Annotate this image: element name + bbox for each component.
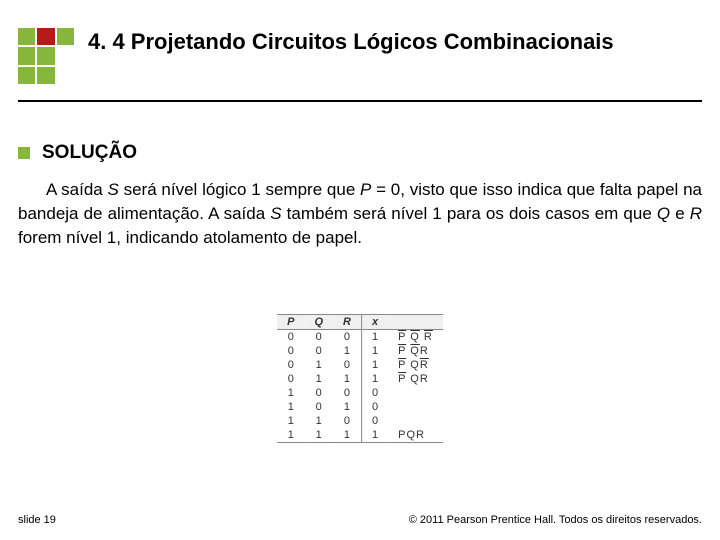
table-expression: P QR <box>388 372 443 386</box>
table-cell: 1 <box>304 414 333 428</box>
table-header: P <box>277 315 304 330</box>
table-cell: 1 <box>277 386 304 400</box>
table-expression <box>388 414 443 428</box>
table-cell: 0 <box>361 386 388 400</box>
table-row: 0011P QR <box>277 344 443 358</box>
horizontal-rule <box>18 100 702 102</box>
table-row: 1010 <box>277 400 443 414</box>
logo-cell <box>57 67 74 84</box>
section-heading-row: SOLUÇÃO <box>18 142 702 164</box>
table-header: R <box>333 315 361 330</box>
logo-grid <box>18 28 74 84</box>
table-cell: 1 <box>361 330 388 345</box>
var-S: S <box>108 180 119 199</box>
truth-table: PQRx 0001P Q R0011P QR0101P QR0111P QR10… <box>277 314 443 443</box>
table-cell: 1 <box>333 400 361 414</box>
slide-number: slide 19 <box>18 514 56 526</box>
table-cell: 0 <box>333 330 361 345</box>
bullet-icon <box>18 147 30 159</box>
table-expression <box>388 400 443 414</box>
var-S: S <box>270 204 281 223</box>
table-header: Q <box>304 315 333 330</box>
logo-cell <box>37 67 54 84</box>
table-cell: 0 <box>304 344 333 358</box>
table-cell: 1 <box>333 428 361 443</box>
page-title: 4. 4 Projetando Circuitos Lógicos Combin… <box>88 28 700 56</box>
logo-cell <box>37 47 54 64</box>
table-row: 1100 <box>277 414 443 428</box>
logo-cell <box>18 28 35 45</box>
table-row: 1111PQR <box>277 428 443 443</box>
table-cell: 0 <box>304 386 333 400</box>
text-run: e <box>670 204 690 223</box>
table-header: x <box>361 315 388 330</box>
table-cell: 0 <box>361 414 388 428</box>
logo-cell <box>37 28 54 45</box>
title-block: 4. 4 Projetando Circuitos Lógicos Combin… <box>88 28 700 56</box>
table-row: 0111P QR <box>277 372 443 386</box>
table-expression: P QR <box>388 358 443 372</box>
table-cell: 1 <box>277 400 304 414</box>
var-Q: Q <box>657 204 670 223</box>
copyright: © 2011 Pearson Prentice Hall. Todos os d… <box>409 514 702 526</box>
text-run: também será nível 1 para os dois casos e… <box>282 204 657 223</box>
table-cell: 1 <box>361 358 388 372</box>
table-cell: 0 <box>277 344 304 358</box>
table-cell: 1 <box>277 428 304 443</box>
table-cell: 1 <box>361 372 388 386</box>
table-cell: 0 <box>277 330 304 345</box>
table-expression: P QR <box>388 344 443 358</box>
body-paragraph: A saída S será nível lógico 1 sempre que… <box>18 178 702 249</box>
table-cell: 0 <box>304 400 333 414</box>
table-cell: 1 <box>304 372 333 386</box>
logo-cell <box>18 47 35 64</box>
table-cell: 0 <box>277 372 304 386</box>
section-heading: SOLUÇÃO <box>42 142 137 164</box>
var-P: P <box>360 180 371 199</box>
table-cell: 1 <box>361 344 388 358</box>
text-run: forem nível 1, indicando atolamento de p… <box>18 228 362 247</box>
table-row: 1000 <box>277 386 443 400</box>
table-expression: PQR <box>388 428 443 443</box>
table-cell: 0 <box>277 358 304 372</box>
table-cell: 1 <box>333 372 361 386</box>
var-R: R <box>690 204 702 223</box>
table-cell: 0 <box>333 414 361 428</box>
text-run: será nível lógico 1 sempre que <box>119 180 360 199</box>
text-run: A saída <box>46 180 108 199</box>
table-cell: 1 <box>277 414 304 428</box>
table-cell: 1 <box>361 428 388 443</box>
logo-cell <box>18 67 35 84</box>
logo-cell <box>57 28 74 45</box>
table-cell: 0 <box>333 358 361 372</box>
table-cell: 1 <box>333 344 361 358</box>
table-cell: 1 <box>304 428 333 443</box>
table-cell: 0 <box>361 400 388 414</box>
table-row: 0001P Q R <box>277 330 443 345</box>
table-row: 0101P QR <box>277 358 443 372</box>
logo-cell <box>57 47 74 64</box>
table-expression: P Q R <box>388 330 443 345</box>
table-expression <box>388 386 443 400</box>
table-cell: 1 <box>304 358 333 372</box>
table-header <box>388 315 443 330</box>
table-cell: 0 <box>333 386 361 400</box>
table-cell: 0 <box>304 330 333 345</box>
